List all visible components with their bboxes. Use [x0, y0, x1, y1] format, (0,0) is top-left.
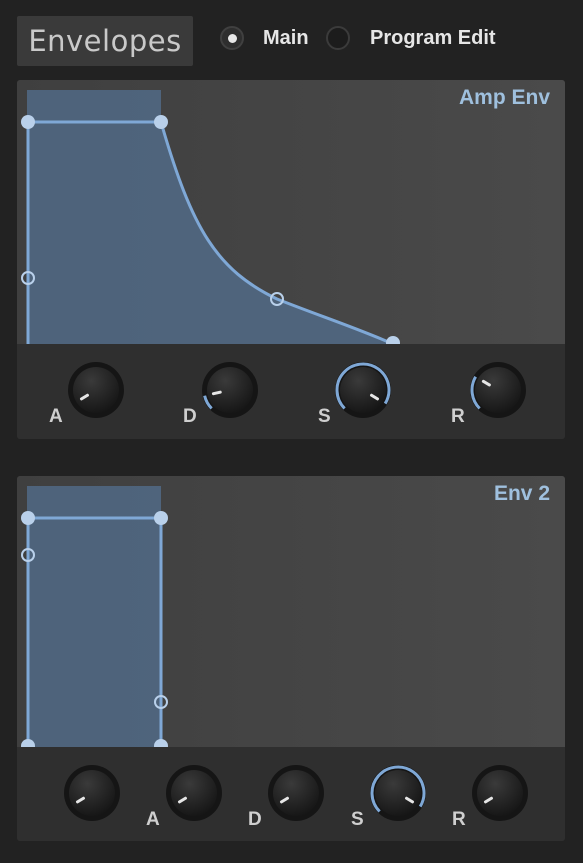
knob-indicator: [280, 796, 289, 804]
amp-sustain-knob[interactable]: [334, 361, 392, 419]
amp-decay-knob[interactable]: [201, 361, 259, 419]
attack-region: [27, 90, 161, 344]
env2-sustain-knob[interactable]: [369, 764, 427, 822]
env2-graph[interactable]: Env 2: [17, 476, 565, 747]
amp-release-knob[interactable]: [469, 361, 527, 419]
amp-sustain-label: S: [318, 406, 331, 427]
hold-point: [154, 115, 168, 129]
amp-decay-label: D: [183, 406, 197, 427]
envelopes-title: Envelopes: [17, 16, 193, 66]
program-edit-radio[interactable]: [326, 26, 350, 50]
amp-env-knobs: A D S R: [17, 344, 565, 439]
knob-indicator: [211, 390, 222, 396]
knob-indicator: [370, 393, 379, 401]
decay-region: [161, 122, 393, 344]
env2-release-knob[interactable]: [471, 764, 529, 822]
amp-attack-label: A: [49, 406, 63, 427]
env2-attack-label: A: [146, 809, 160, 830]
env2-decay-knob[interactable]: [267, 764, 325, 822]
amp-env-graph[interactable]: Amp Env: [17, 80, 565, 344]
env2-release-label: R: [452, 809, 466, 830]
knob-indicator: [80, 393, 89, 401]
env2-start-point: [21, 739, 35, 747]
amp-attack-knob[interactable]: [67, 361, 125, 419]
env2-attack-region: [27, 486, 161, 747]
amp-env-curve[interactable]: [17, 80, 565, 344]
env2-attack-knob[interactable]: [165, 764, 223, 822]
amp-env-panel: Amp Env A D S R: [17, 80, 565, 439]
attack-point: [21, 115, 35, 129]
decay-line: [159, 121, 394, 344]
env2-sustain-point: [154, 739, 168, 747]
env2-sustain-label: S: [351, 809, 364, 830]
attack-curve-handle: [21, 271, 35, 285]
sustain-point: [386, 336, 400, 344]
main-radio-label[interactable]: Main: [263, 27, 309, 49]
amp-release-label: R: [451, 406, 465, 427]
env2-attack-curve-handle: [21, 548, 35, 562]
env2-attack-point: [21, 511, 35, 525]
amp-env-label: Amp Env: [458, 86, 550, 109]
decay-curve-handle: [270, 292, 284, 306]
knob-indicator: [481, 379, 491, 387]
knob-indicator: [405, 796, 414, 804]
env2-label: Env 2: [493, 482, 550, 505]
env2-decay-curve-handle: [154, 695, 168, 709]
env2-panel: Env 2 A D S R: [17, 476, 565, 841]
knob-indicator: [76, 796, 85, 804]
knob-indicator: [178, 796, 187, 804]
knob-indicator: [484, 796, 493, 804]
env2-curve[interactable]: [17, 476, 565, 747]
program-edit-radio-label[interactable]: Program Edit: [370, 27, 496, 49]
main-radio[interactable]: [220, 26, 244, 50]
env2-amount-knob[interactable]: [63, 764, 121, 822]
env2-knobs: A D S R: [17, 747, 565, 841]
env2-decay-label: D: [248, 809, 262, 830]
env2-hold-point: [154, 511, 168, 525]
